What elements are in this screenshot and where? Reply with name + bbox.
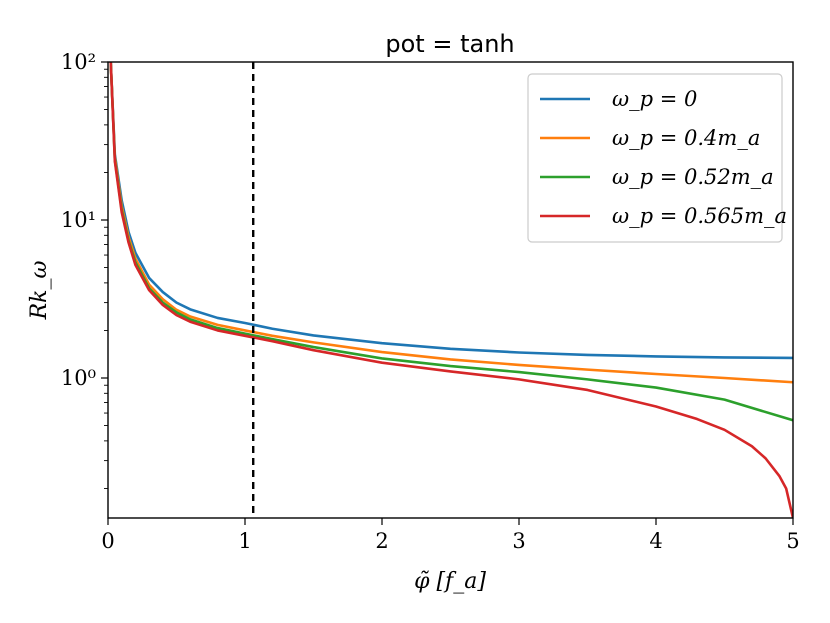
y-axis: 10⁰ 10¹ 10² (61, 50, 108, 489)
plot-area (109, 62, 793, 518)
legend: ω_p = 0 ω_p = 0.4m_a ω_p = 0.52m_a ω_p = 0.… (527, 73, 787, 243)
series-line-4 (109, 62, 793, 518)
x-tick-label: 2 (375, 529, 388, 553)
x-axis-label: φ̃ [f_a] (414, 569, 486, 594)
chart-title: pot = tanh (385, 30, 514, 58)
x-tick-label: 5 (786, 529, 799, 553)
legend-box (527, 73, 783, 243)
legend-label: ω_p = 0 (612, 87, 697, 111)
x-tick-label: 0 (101, 529, 114, 553)
x-tick-label: 4 (649, 529, 662, 553)
x-tick-label: 1 (238, 529, 251, 553)
plot-frame (107, 61, 794, 519)
x-tick-label: 3 (512, 529, 525, 553)
y-axis-label: Rk_ω (27, 261, 52, 321)
y-tick-label: 10² (61, 50, 96, 74)
x-axis: 0 1 2 3 4 5 (101, 518, 800, 553)
legend-label: ω_p = 0.565m_a (612, 204, 787, 228)
series-line-1 (109, 62, 793, 360)
y-tick-label: 10⁰ (61, 366, 96, 390)
y-tick-label: 10¹ (61, 208, 96, 232)
legend-label: ω_p = 0.52m_a (612, 165, 774, 189)
legend-label: ω_p = 0.4m_a (612, 126, 760, 150)
